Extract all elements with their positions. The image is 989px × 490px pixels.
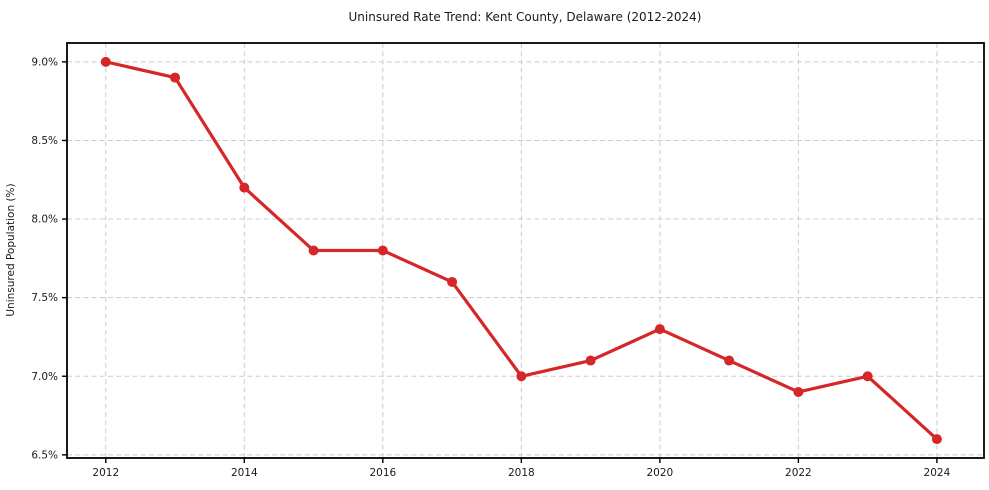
y-tick-label: 9.0% xyxy=(31,56,58,68)
data-point xyxy=(654,324,665,335)
y-tick-label: 6.5% xyxy=(31,449,58,461)
data-point xyxy=(724,355,735,366)
data-point xyxy=(862,371,873,382)
data-point xyxy=(793,386,804,397)
data-point xyxy=(239,182,250,193)
x-tick-label: 2020 xyxy=(646,467,673,479)
y-axis-label: Uninsured Population (%) xyxy=(5,183,17,316)
x-tick-label: 2016 xyxy=(369,467,396,479)
chart-title: Uninsured Rate Trend: Kent County, Delaw… xyxy=(349,10,702,24)
data-point xyxy=(377,245,388,256)
y-tick-label: 8.5% xyxy=(31,135,58,147)
data-point xyxy=(170,72,181,83)
x-tick-label: 2012 xyxy=(92,467,119,479)
x-tick-label: 2022 xyxy=(785,467,812,479)
data-point xyxy=(100,56,111,67)
y-tick-label: 7.0% xyxy=(31,371,58,383)
x-tick-label: 2024 xyxy=(924,467,951,479)
x-tick-label: 2018 xyxy=(508,467,535,479)
data-point xyxy=(308,245,319,256)
data-point xyxy=(585,355,596,366)
data-point xyxy=(931,434,942,445)
plot-border xyxy=(66,42,985,459)
data-point xyxy=(447,276,458,287)
y-tick-label: 7.5% xyxy=(31,292,58,304)
y-tick-label: 8.0% xyxy=(31,214,58,226)
x-tick-label: 2014 xyxy=(231,467,258,479)
data-point xyxy=(516,371,527,382)
plot-area: 2012 2014 2016 2018 2020 2022 2024 6.5% 7.0% 7.5%… xyxy=(31,42,985,479)
